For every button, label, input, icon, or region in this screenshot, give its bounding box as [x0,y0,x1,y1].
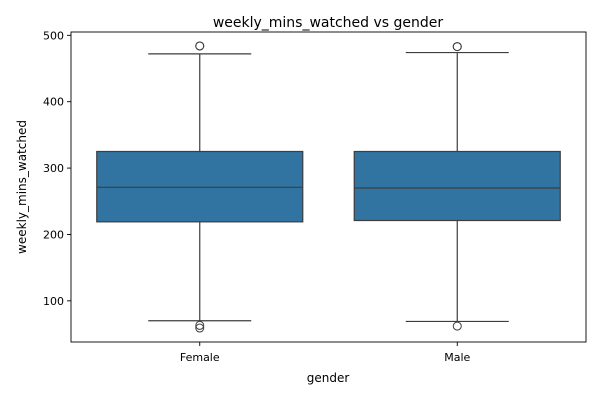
x-tick-label: Female [180,351,220,364]
outlier-point [452,321,462,331]
y-tick-label: 300 [43,162,64,175]
outlier-point [195,41,205,51]
y-tick-label: 400 [43,96,64,109]
outlier-point [195,323,205,333]
chart-title: weekly_mins_watched vs gender [213,15,444,31]
y-axis: 100 200 300 400 500 [43,29,71,308]
outlier-point [195,320,205,330]
x-tick-label: Male [444,351,470,364]
outlier-point [452,42,462,52]
y-axis-label: weekly_mins_watched [15,120,29,254]
y-tick-label: 100 [43,295,64,308]
plot-area [96,41,561,333]
box-male [353,150,561,222]
y-tick-label: 500 [43,29,64,42]
plot-frame [70,31,587,343]
x-axis: Female Male [180,342,471,364]
y-tick-label: 200 [43,228,64,241]
box-female [96,150,304,223]
x-axis-label: gender [307,371,350,385]
